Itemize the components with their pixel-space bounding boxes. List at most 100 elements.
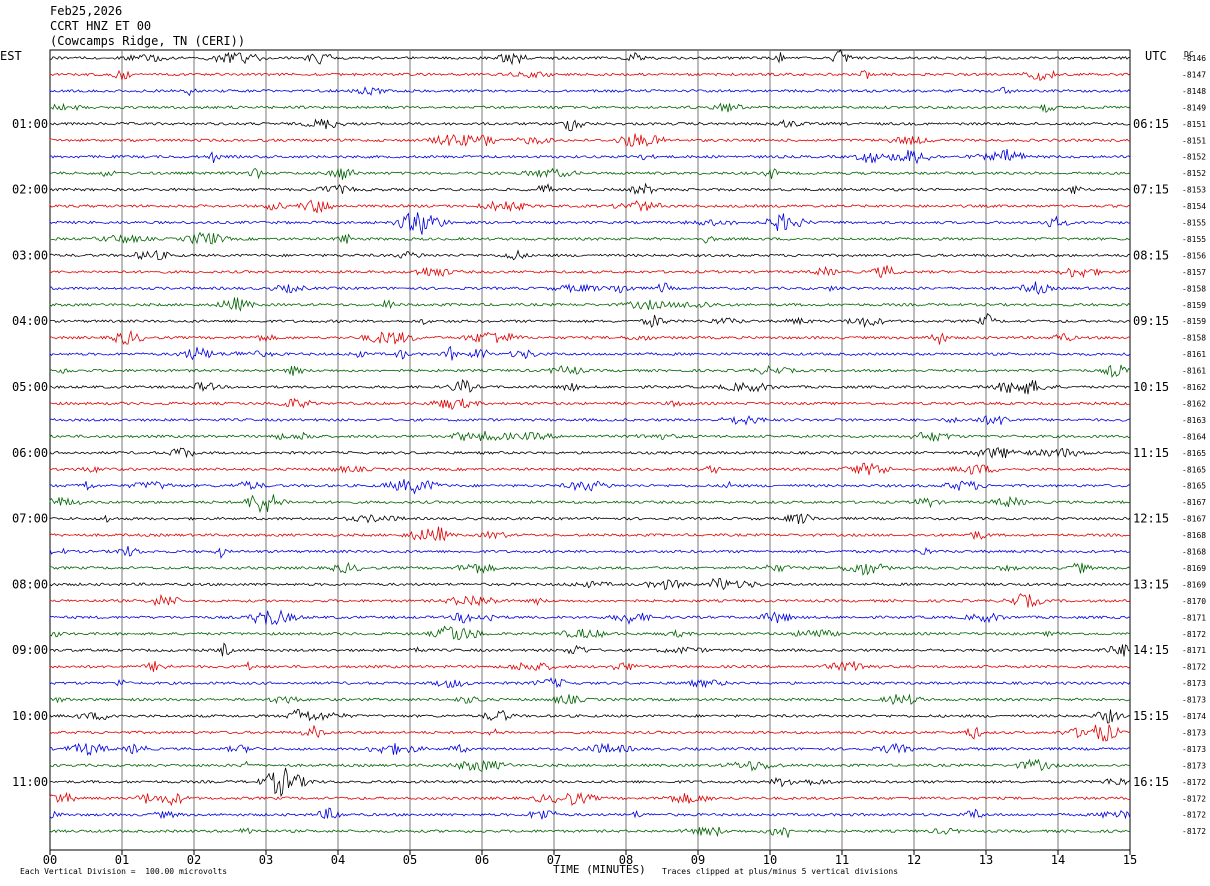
dc-offset-label: -8168 (1182, 531, 1206, 540)
trace-row-33 (49, 593, 1131, 608)
dc-offset-label: -8152 (1182, 169, 1206, 178)
right-hour-label: 08:15 (1133, 248, 1169, 262)
trace-row-8 (49, 182, 1131, 195)
trace-row-38 (49, 677, 1131, 689)
trace-row-16 (49, 313, 1131, 329)
dc-offset-label: -8173 (1182, 761, 1206, 770)
dc-offset-label: -8159 (1182, 301, 1206, 310)
trace-row-45 (49, 791, 1131, 807)
left-hour-label: 02:00 (12, 183, 48, 197)
dc-offset-label: -8161 (1182, 367, 1206, 376)
dc-offset-label: -8165 (1182, 465, 1206, 474)
trace-row-19 (49, 364, 1131, 378)
x-tick-label: 14 (1051, 853, 1065, 867)
left-hour-label: 07:00 (12, 512, 48, 526)
x-axis-label: TIME (MINUTES) (553, 863, 646, 876)
left-hour-label: 03:00 (12, 248, 48, 262)
dc-offset-label: -8148 (1182, 87, 1206, 96)
trace-row-35 (49, 625, 1131, 640)
trace-row-12 (49, 249, 1131, 261)
trace-row-29 (49, 526, 1131, 542)
dc-offset-label: -8163 (1182, 416, 1206, 425)
dc-offset-label: -8169 (1182, 564, 1206, 573)
x-tick-label: 05 (403, 853, 417, 867)
trace-row-37 (49, 660, 1131, 672)
dc-offset-label: -8147 (1182, 70, 1206, 79)
header-location: (Cowcamps Ridge, TN (CERI)) (50, 34, 246, 48)
x-tick-label: 08 (619, 853, 633, 867)
x-tick-label: 00 (43, 853, 57, 867)
left-axis-label: EST (0, 49, 22, 63)
dc-offset-label: -8172 (1182, 827, 1206, 836)
dc-offset-label: -8162 (1182, 383, 1206, 392)
dc-offset-label: -8173 (1182, 728, 1206, 737)
right-axis-label: UTC (1145, 49, 1167, 63)
dc-offset-label: -8162 (1182, 399, 1206, 408)
left-hour-label: 11:00 (12, 775, 48, 789)
trace-row-47 (49, 826, 1131, 838)
x-tick-label: 12 (907, 853, 921, 867)
trace-row-18 (49, 345, 1131, 361)
dc-offset-label: -8158 (1182, 334, 1206, 343)
dc-offset-label: -8165 (1182, 449, 1206, 458)
trace-row-17 (49, 329, 1131, 345)
x-tick-label: 02 (187, 853, 201, 867)
x-tick-label: 15 (1123, 853, 1137, 867)
dc-offset-label: -8169 (1182, 580, 1206, 589)
dc-offset-label: -8152 (1182, 153, 1206, 162)
trace-row-39 (49, 693, 1131, 706)
trace-row-13 (49, 265, 1131, 279)
dc-offset-label: -8165 (1182, 482, 1206, 491)
x-tick-label: 04 (331, 853, 345, 867)
trace-row-5 (49, 133, 1131, 147)
dc-offset-label: -8161 (1182, 350, 1206, 359)
trace-row-15 (49, 297, 1131, 312)
dc-offset-label: -8171 (1182, 646, 1206, 655)
x-tick-label: 10 (763, 853, 777, 867)
dc-offset-label: -8170 (1182, 597, 1206, 606)
trace-row-21 (49, 397, 1131, 411)
x-tick-label: 11 (835, 853, 849, 867)
trace-row-24 (49, 447, 1131, 459)
dc-offset-label: -8173 (1182, 745, 1206, 754)
dc-offset-label: -8173 (1182, 696, 1206, 705)
dc-offset-label: -8173 (1182, 679, 1206, 688)
dc-offset-label: -8172 (1182, 794, 1206, 803)
dc-offset-label: -8155 (1182, 219, 1206, 228)
trace-row-3 (49, 102, 1131, 114)
trace-row-42 (49, 742, 1131, 756)
dc-offset-label: -8172 (1182, 811, 1206, 820)
trace-row-34 (49, 609, 1131, 626)
trace-row-44 (49, 767, 1131, 798)
trace-row-23 (49, 431, 1131, 442)
left-hour-label: 09:00 (12, 643, 48, 657)
dc-offset-label: -8146 (1182, 54, 1206, 63)
trace-row-4 (49, 118, 1131, 132)
trace-row-46 (49, 807, 1131, 820)
footer-clip: Traces clipped at plus/minus 5 vertical … (662, 867, 899, 876)
right-hour-label: 06:15 (1133, 117, 1169, 131)
trace-row-2 (49, 86, 1131, 97)
trace-row-31 (49, 561, 1131, 576)
dc-offset-label: -8153 (1182, 186, 1206, 195)
dc-offset-label: -8157 (1182, 268, 1206, 277)
plot-frame (49, 49, 1131, 851)
right-hour-label: 09:15 (1133, 314, 1169, 328)
dc-offset-label: -8149 (1182, 103, 1206, 112)
right-hour-label: 14:15 (1133, 643, 1169, 657)
header-station: CCRT HNZ ET 00 (50, 19, 152, 33)
left-hour-label: 10:00 (12, 709, 48, 723)
left-hour-label: 04:00 (12, 314, 48, 328)
dc-label: DC (1184, 50, 1194, 59)
dc-offset-label: -8159 (1182, 317, 1206, 326)
dc-offset-label: -8174 (1182, 712, 1206, 721)
trace-row-1 (49, 69, 1131, 82)
trace-row-30 (49, 546, 1131, 559)
right-hour-label: 10:15 (1133, 380, 1169, 394)
dc-offset-label: -8158 (1182, 284, 1206, 293)
dc-offset-label: -8156 (1182, 251, 1206, 260)
right-hour-label: 12:15 (1133, 512, 1169, 526)
right-hour-label: 11:15 (1133, 446, 1169, 460)
trace-row-43 (49, 758, 1131, 773)
